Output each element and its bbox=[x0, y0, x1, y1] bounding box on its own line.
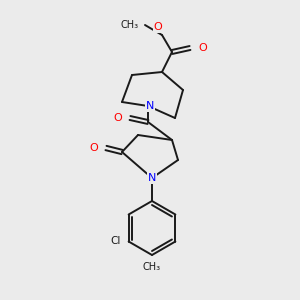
Text: O: O bbox=[198, 43, 207, 53]
Text: O: O bbox=[89, 143, 98, 153]
Text: O: O bbox=[113, 113, 122, 123]
Text: O: O bbox=[154, 22, 162, 32]
Text: N: N bbox=[146, 101, 154, 111]
Text: CH₃: CH₃ bbox=[143, 262, 161, 272]
Text: N: N bbox=[148, 173, 156, 183]
Text: Cl: Cl bbox=[110, 236, 121, 247]
Text: CH₃: CH₃ bbox=[121, 20, 139, 30]
